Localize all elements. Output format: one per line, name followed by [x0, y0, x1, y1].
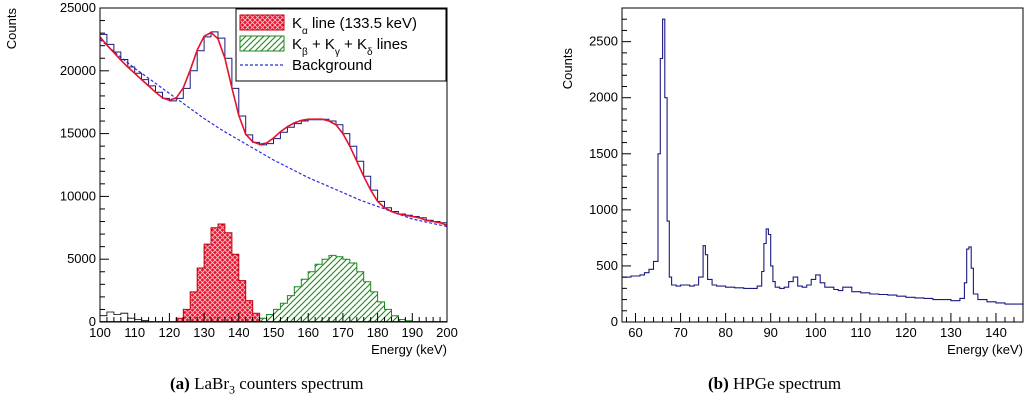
y-tick-label: 25000: [60, 0, 96, 15]
x-tick-label: 170: [332, 325, 354, 340]
y-tick-label: 2500: [589, 34, 618, 49]
x-tick-label: 110: [124, 325, 145, 340]
caption-a: (a) LaBr3 counters spectrum: [170, 374, 363, 397]
series-hpge: [622, 18, 1024, 306]
series-fit: [99, 31, 448, 227]
chart-a-legend: Kα line (133.5 keV)Kβ + Kγ + Kδ linesBac…: [235, 8, 447, 82]
legend-swatch-k-alpha: [239, 14, 285, 31]
x-tick-label: 160: [297, 325, 319, 340]
x-tick-label: 90: [763, 325, 777, 340]
chart-a-y-axis-label: Counts: [4, 8, 19, 50]
y-tick-label: 15000: [60, 126, 96, 141]
series-data: [100, 31, 448, 226]
y-tick-label: 500: [596, 258, 618, 273]
chart-a: 100 110 120 130 140 150 160 170 180 190 200 0 5000 10…: [4, 0, 458, 357]
x-tick-label: 140: [228, 325, 250, 340]
chart-b-frame: [621, 7, 1024, 323]
x-tick-label: 200: [436, 325, 458, 340]
chart-a-x-axis-label: Energy (keV): [371, 342, 447, 357]
x-tick-label: 80: [718, 325, 732, 340]
legend-swatch-k-beta: [239, 35, 285, 52]
chart-b-ticks: 60 70 80 90 100 110 120 130 140 0 500 1000 1500 2000 2…: [589, 18, 1015, 340]
series-k-alpha: [169, 223, 268, 323]
legend-label: Kβ + Kγ + Kδ lines: [292, 36, 408, 58]
y-tick-label: 10000: [60, 188, 96, 203]
x-tick-label: 140: [985, 325, 1007, 340]
x-tick-label: 180: [367, 325, 389, 340]
x-tick-label: 190: [401, 325, 423, 340]
caption-b-label: (b): [708, 374, 729, 393]
x-tick-label: 60: [628, 325, 642, 340]
y-tick-label: 0: [611, 314, 618, 329]
y-tick-label: 5000: [67, 251, 96, 266]
x-tick-label: 100: [89, 325, 111, 340]
legend-label: Kα line (133.5 keV): [292, 15, 417, 37]
y-tick-label: 20000: [60, 63, 96, 78]
x-tick-label: 150: [263, 325, 285, 340]
caption-a-rest: counters spectrum: [235, 374, 364, 393]
series-background: [99, 38, 448, 228]
y-tick-label: 1000: [589, 202, 618, 217]
caption-b: (b) HPGe spectrum: [708, 374, 841, 394]
caption-a-label: (a): [170, 374, 190, 393]
x-tick-label: 110: [850, 325, 871, 340]
caption-a-subscript: 3: [229, 382, 236, 397]
x-tick-label: 130: [940, 325, 962, 340]
y-tick-label: 0: [89, 314, 96, 329]
y-tick-label: 2000: [589, 90, 618, 105]
x-tick-label: 130: [193, 325, 215, 340]
chart-b-series: [622, 18, 1024, 306]
x-tick-label: 70: [673, 325, 687, 340]
chart-a-ticks: 100 110 120 130 140 150 160 170 180 190 200 0 5000 10…: [60, 0, 458, 340]
x-tick-label: 120: [895, 325, 917, 340]
caption-a-text: LaBr: [194, 374, 230, 393]
chart-b: 60 70 80 90 100 110 120 130 140 0 500 1000 1500 2000 2…: [560, 7, 1024, 357]
chart-b-x-axis-label: Energy (keV): [947, 342, 1023, 357]
x-tick-label: 120: [159, 325, 181, 340]
caption-b-text: HPGe spectrum: [733, 374, 842, 393]
chart-b-y-axis-label: Counts: [560, 48, 575, 90]
legend-label: Background: [292, 57, 372, 74]
series-k-beta-gamma-delta: [252, 254, 413, 323]
x-tick-label: 100: [805, 325, 827, 340]
y-tick-label: 1500: [589, 146, 618, 161]
